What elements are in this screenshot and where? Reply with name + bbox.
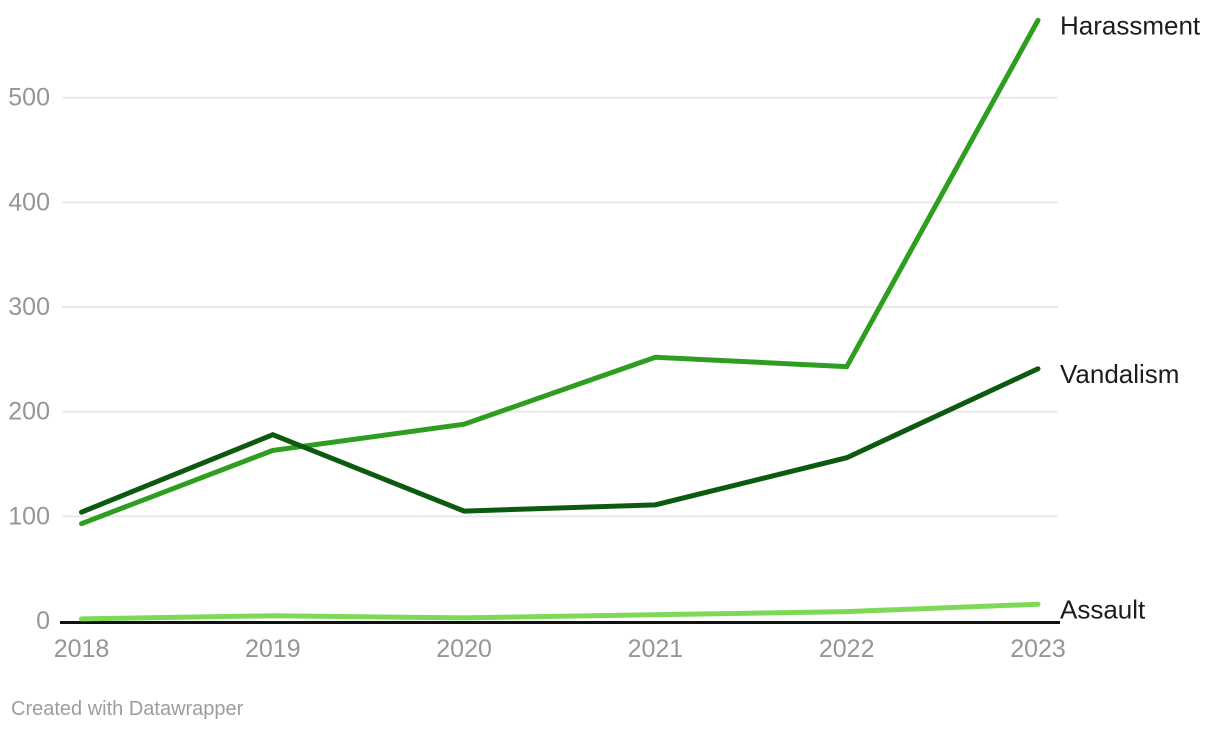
vandalism-line	[79, 366, 1041, 515]
datawrapper-attribution: Created with Datawrapper	[11, 698, 244, 720]
y-axis-tick-100: 100	[8, 502, 50, 530]
harassment-line	[79, 17, 1041, 527]
x-axis-tick-2021: 2021	[628, 635, 684, 663]
y-axis-tick-200: 200	[8, 398, 50, 426]
assault-line	[79, 601, 1041, 622]
vandalism-series-label: Vandalism	[1060, 359, 1179, 389]
x-axis-tick-2019: 2019	[245, 635, 301, 663]
harassment-series-label: Harassment	[1060, 10, 1201, 40]
x-axis-tick-2020: 2020	[436, 635, 492, 663]
x-axis-tick-2018: 2018	[54, 635, 110, 663]
assault-series-label: Assault	[1060, 594, 1146, 624]
x-axis-tick-2023: 2023	[1010, 635, 1066, 663]
x-axis-tick-2022: 2022	[819, 635, 875, 663]
y-axis-tick-300: 300	[8, 293, 50, 321]
y-axis-tick-0: 0	[36, 607, 50, 635]
y-axis-tick-500: 500	[8, 84, 50, 112]
y-axis-tick-400: 400	[8, 188, 50, 216]
